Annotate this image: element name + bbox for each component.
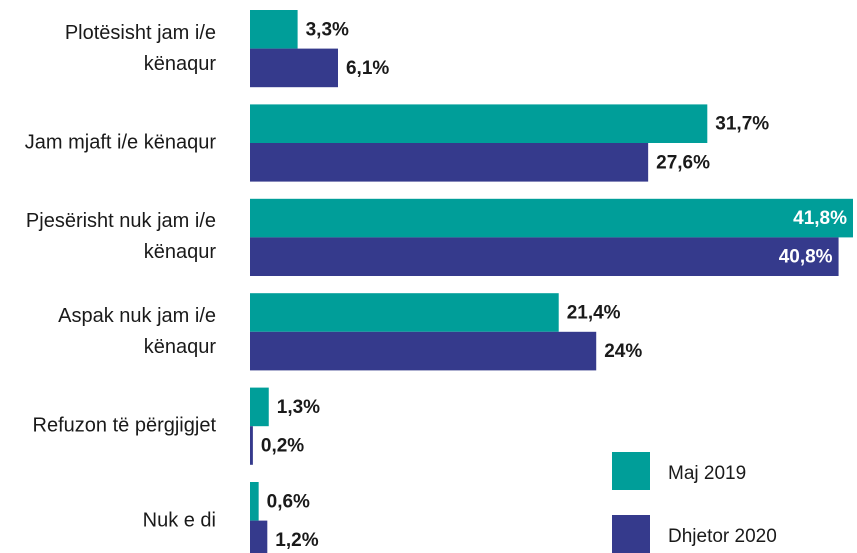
value-label: 21,4% bbox=[567, 303, 621, 324]
value-label: 1,3% bbox=[277, 397, 320, 418]
legend-swatch bbox=[612, 452, 650, 490]
legend-label: Dhjetor 2020 bbox=[668, 526, 777, 547]
bar bbox=[250, 426, 253, 465]
value-label: 1,2% bbox=[275, 530, 318, 551]
category-label: Aspak nuk jam i/e kënaqur bbox=[58, 304, 216, 358]
value-label: 3,3% bbox=[306, 19, 349, 40]
bar bbox=[250, 104, 708, 143]
value-label: 24% bbox=[604, 341, 642, 362]
legend-label: Maj 2019 bbox=[668, 463, 746, 484]
value-label: 31,7% bbox=[715, 114, 769, 135]
value-label: 40,8% bbox=[779, 247, 833, 268]
bar bbox=[250, 198, 853, 238]
category-label: Pjesërisht nuk jam i/e kënaqur bbox=[25, 210, 216, 264]
bar bbox=[250, 387, 269, 427]
bar bbox=[250, 143, 649, 182]
bar bbox=[250, 293, 559, 332]
category-label: Jam mjaft i/e kënaqur bbox=[24, 131, 216, 154]
category-label: Plotësisht jam i/e kënaqur bbox=[64, 21, 216, 75]
category-label: Refuzon të përgjigjet bbox=[32, 414, 216, 437]
bar bbox=[250, 48, 338, 88]
bar bbox=[250, 331, 597, 371]
value-label: 6,1% bbox=[346, 58, 389, 79]
bar bbox=[250, 10, 298, 49]
value-label: 41,8% bbox=[793, 208, 847, 229]
value-label: 0,6% bbox=[267, 491, 310, 512]
value-label: 27,6% bbox=[656, 152, 710, 173]
bar bbox=[250, 237, 839, 276]
legend-swatch bbox=[612, 515, 650, 553]
bar bbox=[250, 482, 259, 521]
bar bbox=[250, 520, 268, 553]
value-label: 0,2% bbox=[261, 436, 304, 457]
category-label: Nuk e di bbox=[142, 509, 216, 532]
